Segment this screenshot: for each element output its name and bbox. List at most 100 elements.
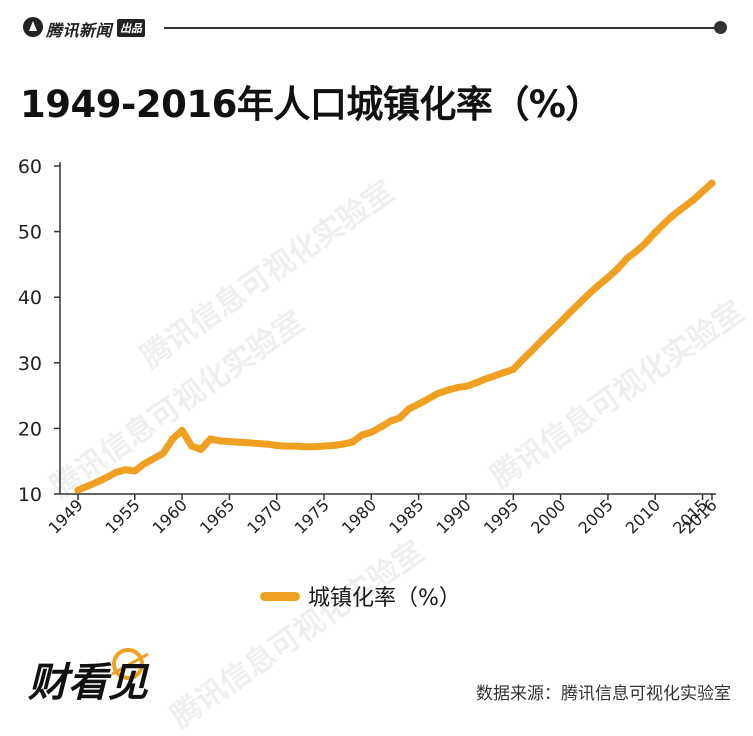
y-tick-label: 20: [18, 418, 42, 440]
x-tick-label: 2005: [575, 495, 617, 537]
logo-text: 财看见: [28, 660, 150, 706]
data-point: [490, 372, 498, 380]
x-tick-label: 1970: [243, 495, 285, 537]
data-point: [339, 440, 347, 448]
data-point: [443, 386, 451, 394]
brand-header: 腾讯新闻 出品: [22, 14, 732, 40]
data-point: [112, 468, 120, 476]
data-point: [254, 439, 262, 447]
chart-title: 1949-2016年人口城镇化率（%）: [20, 83, 602, 126]
data-point: [661, 219, 669, 227]
chart-axes: [59, 162, 716, 495]
data-point: [377, 423, 385, 431]
y-tick-label: 30: [18, 353, 42, 375]
data-point: [509, 365, 517, 373]
data-point: [159, 449, 167, 457]
data-point: [121, 466, 129, 474]
data-point: [670, 211, 678, 219]
tencent-news-logo-icon: [23, 17, 43, 37]
x-tick-label: 1949: [45, 495, 87, 537]
data-point: [273, 441, 281, 449]
x-tick-label: 1980: [338, 495, 380, 537]
data-point: [642, 239, 650, 247]
brand-tag: 出品: [117, 19, 145, 37]
data-point: [585, 290, 593, 298]
data-point: [74, 486, 82, 494]
data-point: [386, 417, 394, 425]
data-point: [699, 188, 707, 196]
data-point: [415, 400, 423, 408]
data-point: [481, 375, 489, 383]
data-point: [632, 247, 640, 255]
data-point: [206, 435, 214, 443]
data-point: [651, 228, 659, 236]
x-axis-ticks: 1949 1955 1960 1965 1970 1975 1980 1985 1990 1995…: [45, 494, 721, 538]
data-point: [358, 431, 366, 439]
data-point: [680, 203, 688, 211]
caikanjian-logo: 财看见: [28, 648, 150, 706]
legend-label: 城镇化率（%）: [308, 586, 461, 611]
header-dot: [714, 21, 727, 34]
data-point: [216, 437, 224, 445]
x-tick-label: 2000: [527, 495, 569, 537]
legend-swatch: [260, 592, 300, 601]
data-point: [178, 426, 186, 434]
data-point: [405, 405, 413, 413]
x-tick-label: 1975: [291, 495, 333, 537]
data-point: [396, 414, 404, 422]
data-point: [367, 428, 375, 436]
data-point: [594, 281, 602, 289]
data-point: [613, 265, 621, 273]
x-tick-label: 1965: [196, 495, 238, 537]
data-point: [453, 384, 461, 392]
data-point: [471, 379, 479, 387]
data-point: [93, 478, 101, 486]
data-point: [528, 346, 536, 354]
data-point: [102, 474, 110, 482]
data-point: [623, 254, 631, 262]
data-point: [140, 460, 148, 468]
brand-name: 腾讯新闻: [46, 21, 113, 40]
data-point: [557, 318, 565, 326]
data-point: [83, 482, 91, 490]
x-tick-label: 1960: [149, 495, 191, 537]
y-tick-label: 10: [18, 484, 42, 506]
data-point: [566, 308, 574, 316]
data-point: [329, 441, 337, 449]
data-point: [576, 299, 584, 307]
data-point: [263, 440, 271, 448]
data-point: [225, 438, 233, 446]
series-line-urbanization: [74, 179, 716, 494]
x-tick-label: 2010: [622, 495, 664, 537]
data-point: [301, 443, 309, 451]
data-point: [169, 435, 177, 443]
data-source: 数据来源：腾讯信息可视化实验室: [476, 684, 731, 704]
data-point: [188, 442, 196, 450]
data-point: [519, 356, 527, 364]
data-point: [424, 395, 432, 403]
data-point: [131, 467, 139, 475]
x-tick-label: 1955: [101, 495, 143, 537]
x-tick-label: 1985: [385, 495, 427, 537]
data-point: [462, 382, 470, 390]
data-point: [244, 439, 252, 447]
data-point: [320, 442, 328, 450]
data-point: [604, 274, 612, 282]
y-tick-label: 60: [18, 156, 42, 178]
data-point: [348, 438, 356, 446]
x-tick-label: 1995: [480, 495, 522, 537]
x-tick-label: 1990: [433, 495, 475, 537]
data-point: [197, 445, 205, 453]
chart-series: [74, 179, 716, 494]
data-point: [235, 438, 243, 446]
data-point: [434, 390, 442, 398]
data-point: [547, 327, 555, 335]
y-tick-label: 40: [18, 287, 42, 309]
y-tick-label: 50: [18, 222, 42, 244]
data-point: [689, 196, 697, 204]
header-divider: [164, 27, 719, 29]
y-axis-ticks: 10 20 30 40 50 60: [18, 156, 60, 506]
data-point: [708, 179, 716, 187]
data-point: [282, 442, 290, 450]
